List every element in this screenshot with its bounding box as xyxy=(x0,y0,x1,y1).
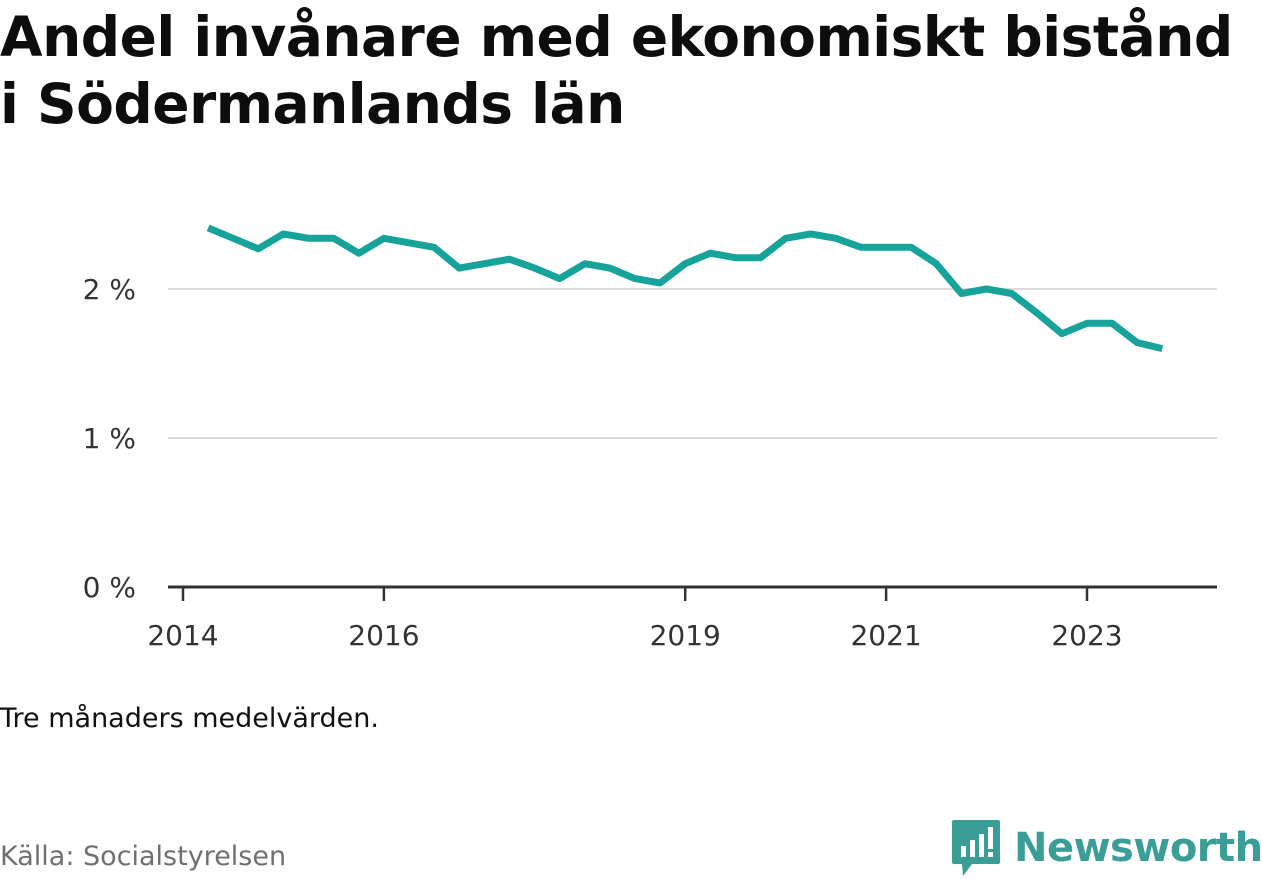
data-point xyxy=(732,254,739,261)
data-point xyxy=(531,265,538,272)
x-tick-label: 2023 xyxy=(1051,619,1122,652)
data-point xyxy=(707,250,714,257)
data-point xyxy=(908,244,915,251)
data-point xyxy=(1058,330,1065,337)
data-point xyxy=(230,235,237,242)
data-point xyxy=(456,265,463,272)
data-point xyxy=(280,230,287,237)
brand-name: Newsworthy xyxy=(1014,825,1262,871)
line-chart: 0 % 1 % 2 % 2014 2016 2019 2021 2023 xyxy=(83,224,1217,652)
data-point xyxy=(581,260,588,267)
data-point xyxy=(406,239,413,246)
data-point xyxy=(255,245,262,252)
data-point xyxy=(481,260,488,267)
data-point xyxy=(431,244,438,251)
x-tick-label: 2019 xyxy=(650,619,721,652)
data-point xyxy=(1033,309,1040,316)
y-tick-label: 0 % xyxy=(83,571,136,604)
data-point xyxy=(782,235,789,242)
data-point xyxy=(1159,345,1166,352)
data-point xyxy=(330,235,337,242)
y-tick-label: 1 % xyxy=(83,422,136,455)
x-tick-label: 2021 xyxy=(850,619,921,652)
data-point xyxy=(807,230,814,237)
data-point xyxy=(1134,339,1141,346)
data-point xyxy=(205,224,212,231)
data-point xyxy=(355,250,362,257)
x-axis-tick-labels: 2014 2016 2019 2021 2023 xyxy=(147,619,1122,652)
data-point xyxy=(682,260,689,267)
newsworthy-brand[interactable]: Newsworthy xyxy=(950,818,1262,878)
data-point xyxy=(958,290,965,297)
series-line-0 xyxy=(206,224,1164,353)
chart-title: Andel invånare med ekonomiskt bistånd i … xyxy=(0,5,1233,136)
data-point xyxy=(1084,320,1091,327)
data-point xyxy=(883,244,890,251)
chart-note: Tre månaders medelvärden. xyxy=(0,703,379,734)
source-text: Källa: Socialstyrelsen xyxy=(0,841,287,872)
data-point xyxy=(933,260,940,267)
newsworthy-logo-icon xyxy=(952,820,1000,876)
data-point xyxy=(832,235,839,242)
data-point xyxy=(983,286,990,293)
data-point xyxy=(632,275,639,282)
data-point xyxy=(506,256,513,263)
y-tick-label: 2 % xyxy=(83,273,136,306)
data-point xyxy=(305,235,312,242)
y-axis-tick-labels: 0 % 1 % 2 % xyxy=(83,273,136,604)
x-axis xyxy=(168,585,1217,601)
x-tick-label: 2016 xyxy=(348,619,419,652)
gridlines xyxy=(168,288,1217,439)
series xyxy=(205,224,1166,353)
data-point xyxy=(858,244,865,251)
data-point xyxy=(606,265,613,272)
x-tick-label: 2014 xyxy=(147,619,218,652)
data-point xyxy=(1109,320,1116,327)
data-point xyxy=(380,235,387,242)
data-point xyxy=(757,254,764,261)
data-point xyxy=(1008,290,1015,297)
data-point xyxy=(657,280,664,287)
data-point xyxy=(556,275,563,282)
